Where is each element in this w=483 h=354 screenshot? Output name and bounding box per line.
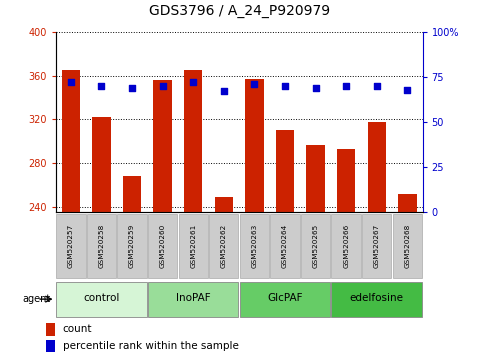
- Point: [342, 83, 350, 89]
- Bar: [337, 149, 355, 212]
- Bar: [398, 194, 416, 212]
- Point: [312, 85, 319, 91]
- Text: InoPAF: InoPAF: [176, 293, 211, 303]
- Text: GSM520258: GSM520258: [99, 224, 104, 268]
- Bar: [148, 282, 239, 316]
- Bar: [87, 214, 116, 278]
- Text: GSM520267: GSM520267: [374, 224, 380, 268]
- Bar: [148, 214, 177, 278]
- Text: count: count: [63, 324, 92, 334]
- Point: [373, 83, 381, 89]
- Text: GSM520263: GSM520263: [251, 224, 257, 268]
- Bar: [117, 214, 147, 278]
- Text: control: control: [83, 293, 120, 303]
- Bar: [240, 282, 330, 316]
- Bar: [214, 197, 233, 212]
- Bar: [209, 214, 239, 278]
- Bar: [393, 214, 422, 278]
- Text: GSM520265: GSM520265: [313, 224, 319, 268]
- Bar: [270, 214, 299, 278]
- Point: [98, 83, 105, 89]
- Text: GlcPAF: GlcPAF: [267, 293, 303, 303]
- Text: GSM520264: GSM520264: [282, 224, 288, 268]
- Bar: [56, 214, 85, 278]
- Text: GSM520268: GSM520268: [404, 224, 411, 268]
- Bar: [56, 282, 147, 316]
- Bar: [46, 323, 55, 336]
- Point: [128, 85, 136, 91]
- Bar: [331, 214, 361, 278]
- Text: GDS3796 / A_24_P920979: GDS3796 / A_24_P920979: [149, 4, 330, 18]
- Text: GSM520259: GSM520259: [129, 224, 135, 268]
- Point: [159, 83, 167, 89]
- Point: [220, 88, 227, 94]
- Bar: [154, 80, 172, 212]
- Text: GSM520262: GSM520262: [221, 224, 227, 268]
- Bar: [331, 282, 422, 316]
- Bar: [362, 214, 391, 278]
- Bar: [92, 117, 111, 212]
- Point: [189, 80, 197, 85]
- Bar: [368, 121, 386, 212]
- Text: GSM520261: GSM520261: [190, 224, 196, 268]
- Bar: [179, 214, 208, 278]
- Text: GSM520260: GSM520260: [159, 224, 166, 268]
- Text: agent: agent: [23, 294, 51, 304]
- Point: [281, 83, 289, 89]
- Text: GSM520266: GSM520266: [343, 224, 349, 268]
- Bar: [62, 70, 80, 212]
- Text: edelfosine: edelfosine: [350, 293, 404, 303]
- Bar: [46, 339, 55, 352]
- Bar: [184, 70, 202, 212]
- Point: [67, 80, 75, 85]
- Text: GSM520257: GSM520257: [68, 224, 74, 268]
- Bar: [123, 176, 141, 212]
- Point: [251, 81, 258, 87]
- Bar: [240, 214, 269, 278]
- Bar: [245, 79, 264, 212]
- Text: percentile rank within the sample: percentile rank within the sample: [63, 341, 239, 351]
- Bar: [276, 130, 294, 212]
- Bar: [301, 214, 330, 278]
- Bar: [306, 144, 325, 212]
- Point: [403, 87, 411, 92]
